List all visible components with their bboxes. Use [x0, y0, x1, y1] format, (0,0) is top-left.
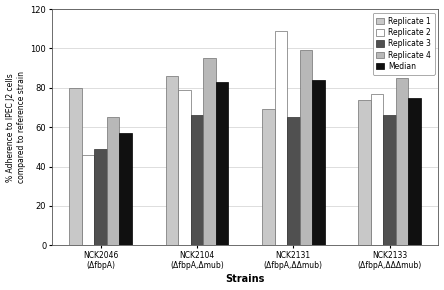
Bar [312, 80, 325, 245]
Bar [396, 78, 408, 245]
Bar [178, 90, 191, 245]
Bar [203, 58, 216, 245]
Bar [287, 117, 300, 245]
Bar [408, 98, 421, 245]
Bar [82, 155, 95, 245]
Bar [300, 50, 312, 245]
Bar [371, 94, 383, 245]
Bar [274, 31, 287, 245]
Bar [358, 100, 371, 245]
Bar [216, 82, 228, 245]
Bar [119, 133, 132, 245]
Y-axis label: % Adherence to IPEC J2 cells
compared to reference strain: % Adherence to IPEC J2 cells compared to… [6, 71, 26, 183]
X-axis label: Strains: Strains [226, 274, 265, 284]
Bar [191, 115, 203, 245]
Bar [166, 76, 178, 245]
Bar [95, 149, 107, 245]
Bar [262, 109, 274, 245]
Legend: Replicate 1, Replicate 2, Replicate 3, Replicate 4, Median: Replicate 1, Replicate 2, Replicate 3, R… [373, 13, 435, 75]
Bar [69, 88, 82, 245]
Bar [383, 115, 396, 245]
Bar [107, 117, 119, 245]
